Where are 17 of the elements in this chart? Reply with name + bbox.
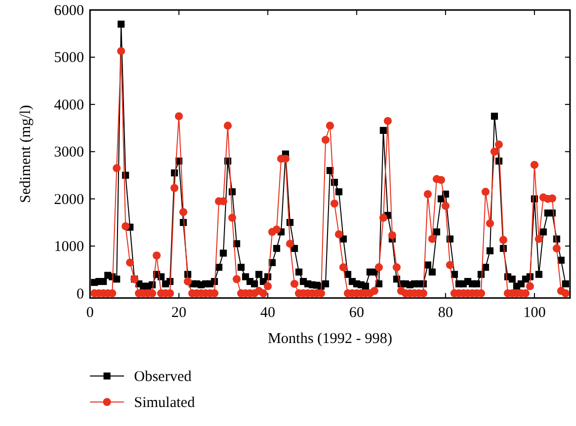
legend-label: Simulated	[134, 395, 196, 411]
y-tick-label: 2000	[54, 192, 84, 208]
y-tick-label: 6000	[54, 3, 84, 19]
y-tick-label: 0	[76, 286, 84, 302]
x-tick-label: 40	[260, 305, 276, 321]
x-tick-label: 100	[523, 305, 546, 321]
y-tick-label: 5000	[54, 50, 84, 66]
y-tick-label: 3000	[54, 144, 84, 161]
x-tick-label: 20	[171, 305, 186, 321]
y-axis-title: Sediment (mg/l)	[18, 105, 34, 203]
x-tick-label: 0	[86, 305, 94, 321]
y-tick-label: 4000	[54, 97, 84, 114]
x-tick-label: 60	[349, 305, 364, 321]
x-axis-title: Months (1992 - 998)	[268, 331, 392, 347]
y-tick-label: 1000	[54, 239, 84, 256]
legend-label: Observed	[134, 369, 192, 385]
x-tick-label: 80	[438, 305, 454, 321]
